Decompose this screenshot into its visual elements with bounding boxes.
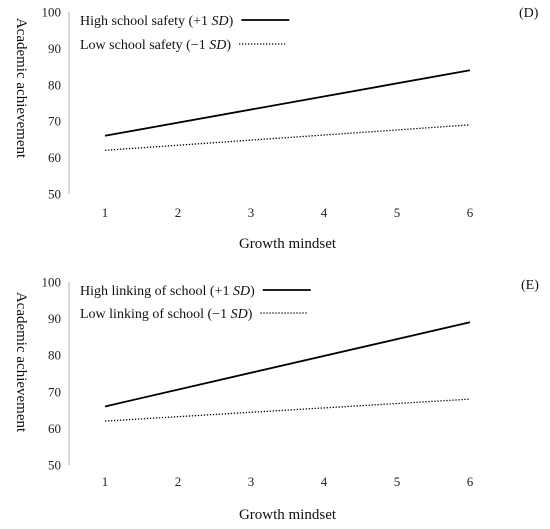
x-tick-label: 3 xyxy=(248,474,255,489)
y-tick-label: 60 xyxy=(48,421,61,436)
x-tick-label: 2 xyxy=(175,474,182,489)
y-tick-label: 100 xyxy=(42,5,62,20)
y-tick-label: 80 xyxy=(48,77,61,92)
x-tick-label: 5 xyxy=(394,474,401,489)
y-tick-label: 50 xyxy=(48,187,61,202)
legend-label-low: Low school safety (−1 SD) xyxy=(80,38,231,53)
series-line-high xyxy=(104,321,471,408)
y-tick-label: 90 xyxy=(48,41,61,56)
y-axis-label: Academic achievement xyxy=(13,292,29,433)
y-tick-label: 80 xyxy=(48,348,61,363)
x-tick-label: 2 xyxy=(175,205,182,220)
y-axis-label: Academic achievement xyxy=(13,18,29,159)
y-tick-label: 60 xyxy=(48,150,61,165)
y-tick-label: 70 xyxy=(48,114,61,129)
x-tick-label: 1 xyxy=(102,205,109,220)
y-tick-label: 90 xyxy=(48,311,61,326)
x-axis-label: Growth mindset xyxy=(239,507,337,523)
legend-label-high: High school safety (+1 SD) xyxy=(80,14,234,29)
x-axis-label: Growth mindset xyxy=(239,236,337,252)
x-tick-label: 5 xyxy=(394,205,401,220)
legend-label-low: Low linking of school (−1 SD) xyxy=(80,307,253,322)
panel-label: (E) xyxy=(521,278,539,293)
y-tick-label: 70 xyxy=(48,384,61,399)
x-tick-label: 6 xyxy=(467,205,474,220)
x-tick-label: 4 xyxy=(321,205,328,220)
x-tick-label: 1 xyxy=(102,474,109,489)
series-line-high xyxy=(104,69,471,137)
x-tick-label: 3 xyxy=(248,205,255,220)
chart-panel-e: 50 60 70 80 90 100 1 2 3 4 5 6 Growth mindset Academi… xyxy=(13,275,539,524)
series-line-low xyxy=(104,398,471,422)
panel-label: (D) xyxy=(519,6,539,21)
series-line-low xyxy=(104,124,471,151)
y-tick-label: 100 xyxy=(42,275,62,290)
chart-panel-d: 50 60 70 80 90 100 1 2 3 4 5 6 Growth mindset Academi… xyxy=(13,5,539,253)
legend-label-high: High linking of school (+1 SD) xyxy=(80,284,255,299)
x-tick-label: 6 xyxy=(467,474,474,489)
x-tick-label: 4 xyxy=(321,474,328,489)
y-tick-label: 50 xyxy=(48,458,61,473)
